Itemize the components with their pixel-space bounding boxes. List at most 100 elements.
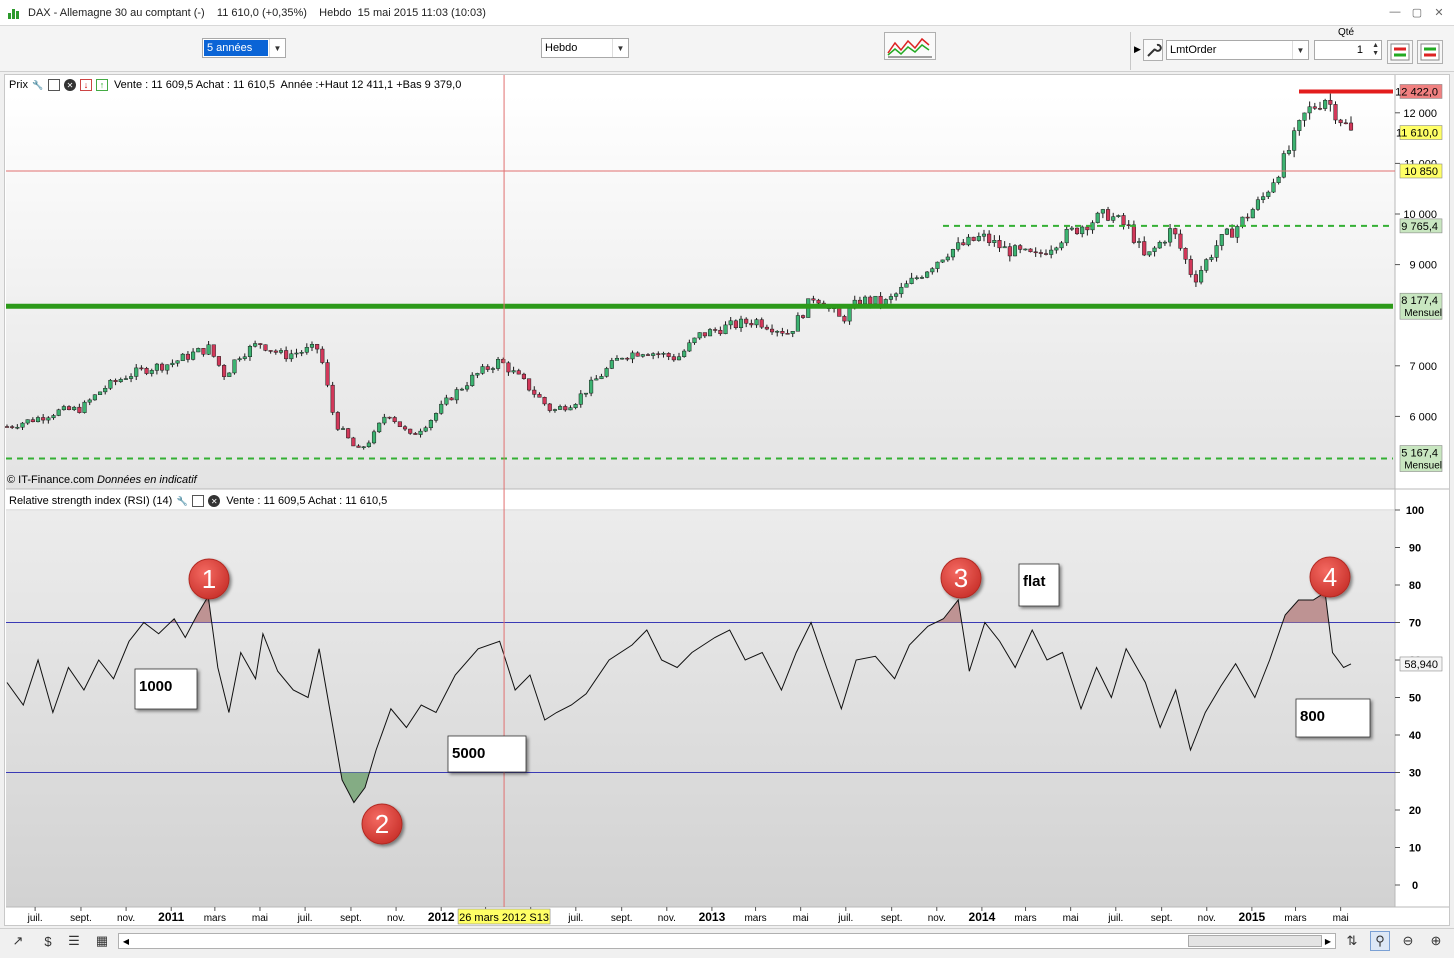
candle-body (883, 299, 888, 305)
wrench-icon[interactable] (1143, 39, 1163, 61)
candle-body (1121, 215, 1126, 225)
window-icon[interactable] (192, 495, 205, 507)
candle-body (532, 389, 537, 395)
sell-arrow-icon[interactable]: ↓ (79, 79, 92, 91)
order-type-select[interactable]: LmtOrder ▼ (1166, 40, 1309, 60)
candle-body (558, 406, 563, 410)
list-icon[interactable]: ☰ (68, 933, 80, 948)
price-tick-label: 6 000 (1409, 411, 1437, 423)
annotation-marker-2[interactable]: 2 (361, 803, 403, 845)
price-candle (351, 436, 356, 447)
price-candle (635, 351, 640, 357)
candle-body (1224, 228, 1229, 235)
x-tick-label: mai (252, 913, 268, 924)
timeline-scrollbar[interactable] (118, 933, 1336, 949)
auto-scale-icon[interactable]: ⇅ (1346, 933, 1358, 948)
scroll-left-icon[interactable]: ◀ (122, 936, 130, 946)
buy-arrow-icon[interactable]: ↑ (95, 79, 108, 91)
price-candle (981, 229, 987, 242)
minimize-icon[interactable]: — (1389, 6, 1401, 18)
candle-body (10, 426, 15, 428)
price-candle (558, 404, 563, 410)
annotation-note-800[interactable]: 800 (1295, 698, 1371, 738)
cursor-mode-icon[interactable]: ↗ (12, 933, 24, 948)
collapse-arrow-icon[interactable]: ▶ (1134, 44, 1141, 54)
chevron-down-icon[interactable]: ▼ (269, 39, 285, 57)
price-candle (682, 349, 687, 358)
chevron-down-icon[interactable]: ▼ (612, 39, 628, 57)
indicators-icon[interactable] (884, 32, 936, 60)
maximize-icon[interactable]: ▢ (1411, 6, 1423, 19)
close-icon[interactable]: ✕ (63, 79, 76, 91)
candle-body (1333, 104, 1338, 121)
annotation-marker-1[interactable]: 1 (188, 558, 230, 600)
candle-body (609, 360, 614, 369)
price-candle (1214, 240, 1219, 262)
chevron-down-icon[interactable]: ▼ (1292, 41, 1308, 59)
rsi-panel-info: Vente : 11 609,5 Achat : 11 610,5 (226, 495, 388, 507)
price-candle (583, 392, 589, 398)
spinner-icon[interactable]: ▲ ▼ (1372, 42, 1379, 57)
close-icon[interactable]: ✕ (208, 495, 221, 507)
note-text: 5000 (452, 745, 485, 762)
candle-body (501, 358, 506, 364)
price-candle (594, 375, 599, 381)
x-tick-label: mars (744, 913, 766, 924)
price-candle (532, 386, 537, 398)
candle-body (5, 426, 10, 428)
price-candle (992, 235, 997, 247)
zoom-in-icon[interactable]: ⊕ (1430, 933, 1442, 948)
dollar-tools-icon[interactable]: $ (44, 933, 52, 949)
zoom-box-icon[interactable]: ⚲ (1370, 931, 1390, 951)
price-candle (527, 378, 532, 392)
price-candle (764, 324, 769, 331)
price-candle (278, 348, 284, 355)
annotation-note-1000[interactable]: 1000 (134, 668, 198, 710)
candle-body (1033, 251, 1038, 254)
price-candle (1064, 226, 1069, 246)
scrollbar-thumb[interactable] (1188, 935, 1322, 947)
price-candle (501, 357, 506, 364)
candle-body (454, 389, 459, 401)
annotation-note-5000[interactable]: 5000 (447, 735, 527, 773)
period-select[interactable]: 5 années ▼ (202, 38, 286, 58)
window-icon[interactable] (47, 79, 60, 91)
badge-dashed-upper-label: 9 765,4 (1401, 221, 1438, 233)
price-candle (51, 413, 56, 420)
price-candle (1023, 248, 1028, 251)
price-candle (620, 357, 625, 360)
candle-body (671, 356, 676, 361)
price-candle (511, 366, 516, 374)
price-candle (935, 261, 940, 273)
annotation-note-flat[interactable]: flat (1018, 563, 1060, 607)
candle-body (87, 399, 92, 403)
price-candle (842, 314, 847, 324)
price-candle (713, 327, 718, 333)
watermark-source: © IT-Finance.com (7, 474, 94, 486)
annotation-marker-3[interactable]: 3 (940, 557, 982, 599)
zoom-out-icon[interactable]: ⊖ (1402, 933, 1414, 948)
badge-rsi-last (1399, 656, 1443, 672)
candle-body (253, 343, 258, 347)
wrench-icon[interactable]: 🔧 (32, 79, 44, 90)
sell-button[interactable] (1387, 40, 1413, 64)
close-icon[interactable]: ✕ (1434, 6, 1444, 19)
price-candle (232, 359, 237, 375)
qty-input[interactable]: 1 ▲ ▼ (1314, 40, 1382, 60)
wrench-icon[interactable]: 🔧 (176, 495, 188, 506)
buy-button[interactable] (1417, 40, 1443, 64)
candle-body (666, 353, 671, 357)
rsi-line[interactable] (6, 591, 1352, 804)
price-candle (780, 327, 785, 337)
candle-body (1250, 209, 1255, 219)
trading-grid-icon[interactable]: ▦ (95, 933, 109, 948)
badge-dashed-upper: 9 765,4 (1399, 218, 1443, 234)
price-candle (1193, 270, 1198, 287)
scroll-right-icon[interactable]: ▶ (1324, 936, 1332, 946)
annotation-marker-4[interactable]: 4 (1309, 556, 1351, 598)
timeframe-select[interactable]: Hebdo ▼ (541, 38, 629, 58)
price-candle (268, 350, 273, 354)
